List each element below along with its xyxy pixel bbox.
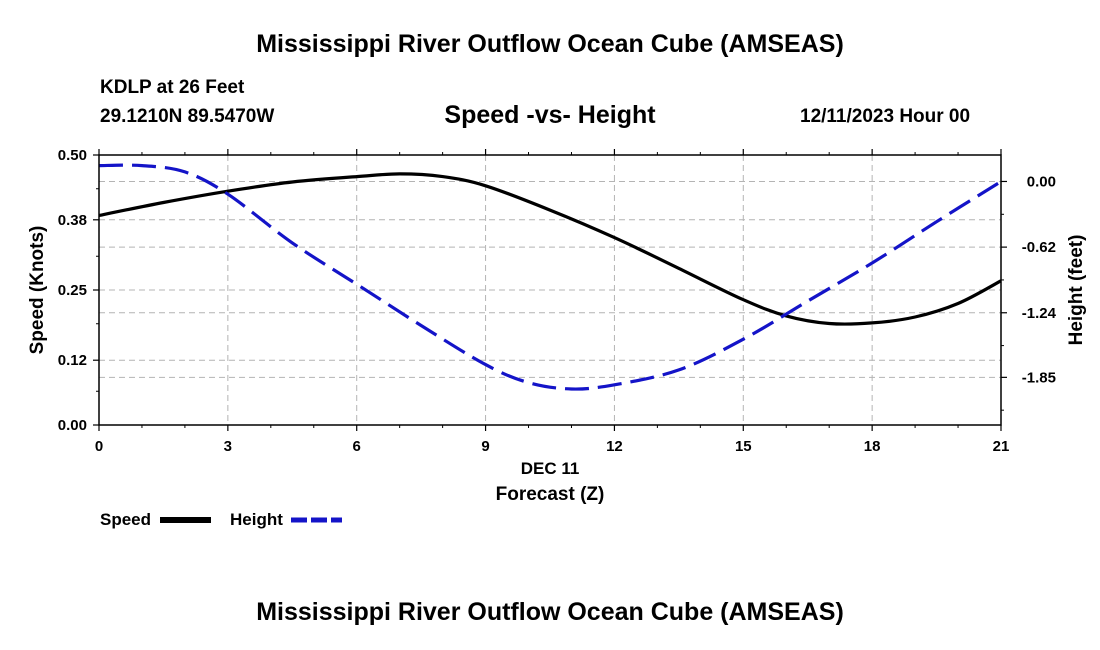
y-tick-label: 0.00 (58, 417, 87, 434)
speed-series-line (98, 172, 1002, 326)
series-layer (98, 163, 1002, 391)
y-tick-label: 0.38 (58, 212, 87, 229)
y2-tick-label: -1.85 (1022, 369, 1056, 386)
chart-main-title: Mississippi River Outflow Ocean Cube (AM… (256, 30, 844, 58)
y2-tick-label: 0.00 (1027, 173, 1056, 190)
station-label: KDLP at 26 Feet (100, 77, 245, 98)
y-axis-title: Speed (Knots) (27, 226, 48, 355)
x-tick-label: 21 (993, 438, 1010, 455)
axis-layer: 0 3 6 9 12 15 18 21 0.00 0.12 0.25 0.38 0.50 0.00 -0.6… (58, 147, 1057, 455)
x-tick-label: 6 (353, 438, 361, 455)
x-tick-label: 18 (864, 438, 881, 455)
y-tick-label: 0.25 (58, 282, 87, 299)
x-tick-label: 0 (95, 438, 103, 455)
x-axis-title: Forecast (Z) (496, 484, 605, 505)
next-chart-title: Mississippi River Outflow Ocean Cube (AM… (256, 598, 844, 626)
forecast-datetime: 12/11/2023 Hour 00 (800, 106, 971, 127)
x-date-label: DEC 11 (521, 459, 580, 478)
x-tick-label: 9 (481, 438, 489, 455)
y2-axis-title: Height (feet) (1066, 235, 1087, 346)
x-tick-label: 12 (606, 438, 623, 455)
y2-tick-label: -1.24 (1022, 305, 1057, 322)
x-tick-label: 3 (224, 438, 232, 455)
height-series-line (98, 163, 1002, 391)
legend: Speed Height (100, 510, 342, 529)
legend-speed-label: Speed (100, 510, 151, 529)
y-tick-label: 0.12 (58, 352, 87, 369)
legend-height-label: Height (230, 510, 283, 529)
speed-height-chart: 0 3 6 9 12 15 18 21 0.00 0.12 0.25 0.38 0.50 0.00 -0.6… (27, 147, 1087, 529)
x-tick-label: 15 (735, 438, 752, 455)
label-layer: DEC 11 Forecast (Z) Speed (Knots) Height… (27, 226, 1087, 505)
y2-tick-label: -0.62 (1022, 239, 1056, 256)
y-tick-label: 0.50 (58, 147, 87, 164)
station-coordinates: 29.1210N 89.5470W (100, 106, 275, 127)
grid-layer (99, 155, 1001, 425)
chart-subtitle: Speed -vs- Height (444, 101, 656, 129)
